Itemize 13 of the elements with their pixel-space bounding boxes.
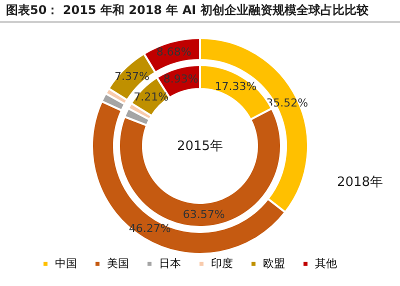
slice-label: 2015年 xyxy=(176,139,224,154)
legend-label: 美国 xyxy=(107,256,129,270)
legend-label: 其他 xyxy=(315,256,337,270)
legend-label: 印度 xyxy=(211,256,233,270)
chart-title: 图表50： 2015 年和 2018 年 AI 初创企业融资规模全球占比比较 xyxy=(6,3,370,17)
slice-label: 2018年 xyxy=(336,175,384,190)
legend-label: 欧盟 xyxy=(263,256,285,270)
data-label: 8.93% xyxy=(163,72,198,86)
data-label: 8.68% xyxy=(156,46,192,59)
legend-label: 中国 xyxy=(55,256,77,270)
data-label: 63.57% xyxy=(182,208,225,221)
data-label: 17.33% xyxy=(214,80,257,93)
legend-label: 日本 xyxy=(159,256,181,270)
